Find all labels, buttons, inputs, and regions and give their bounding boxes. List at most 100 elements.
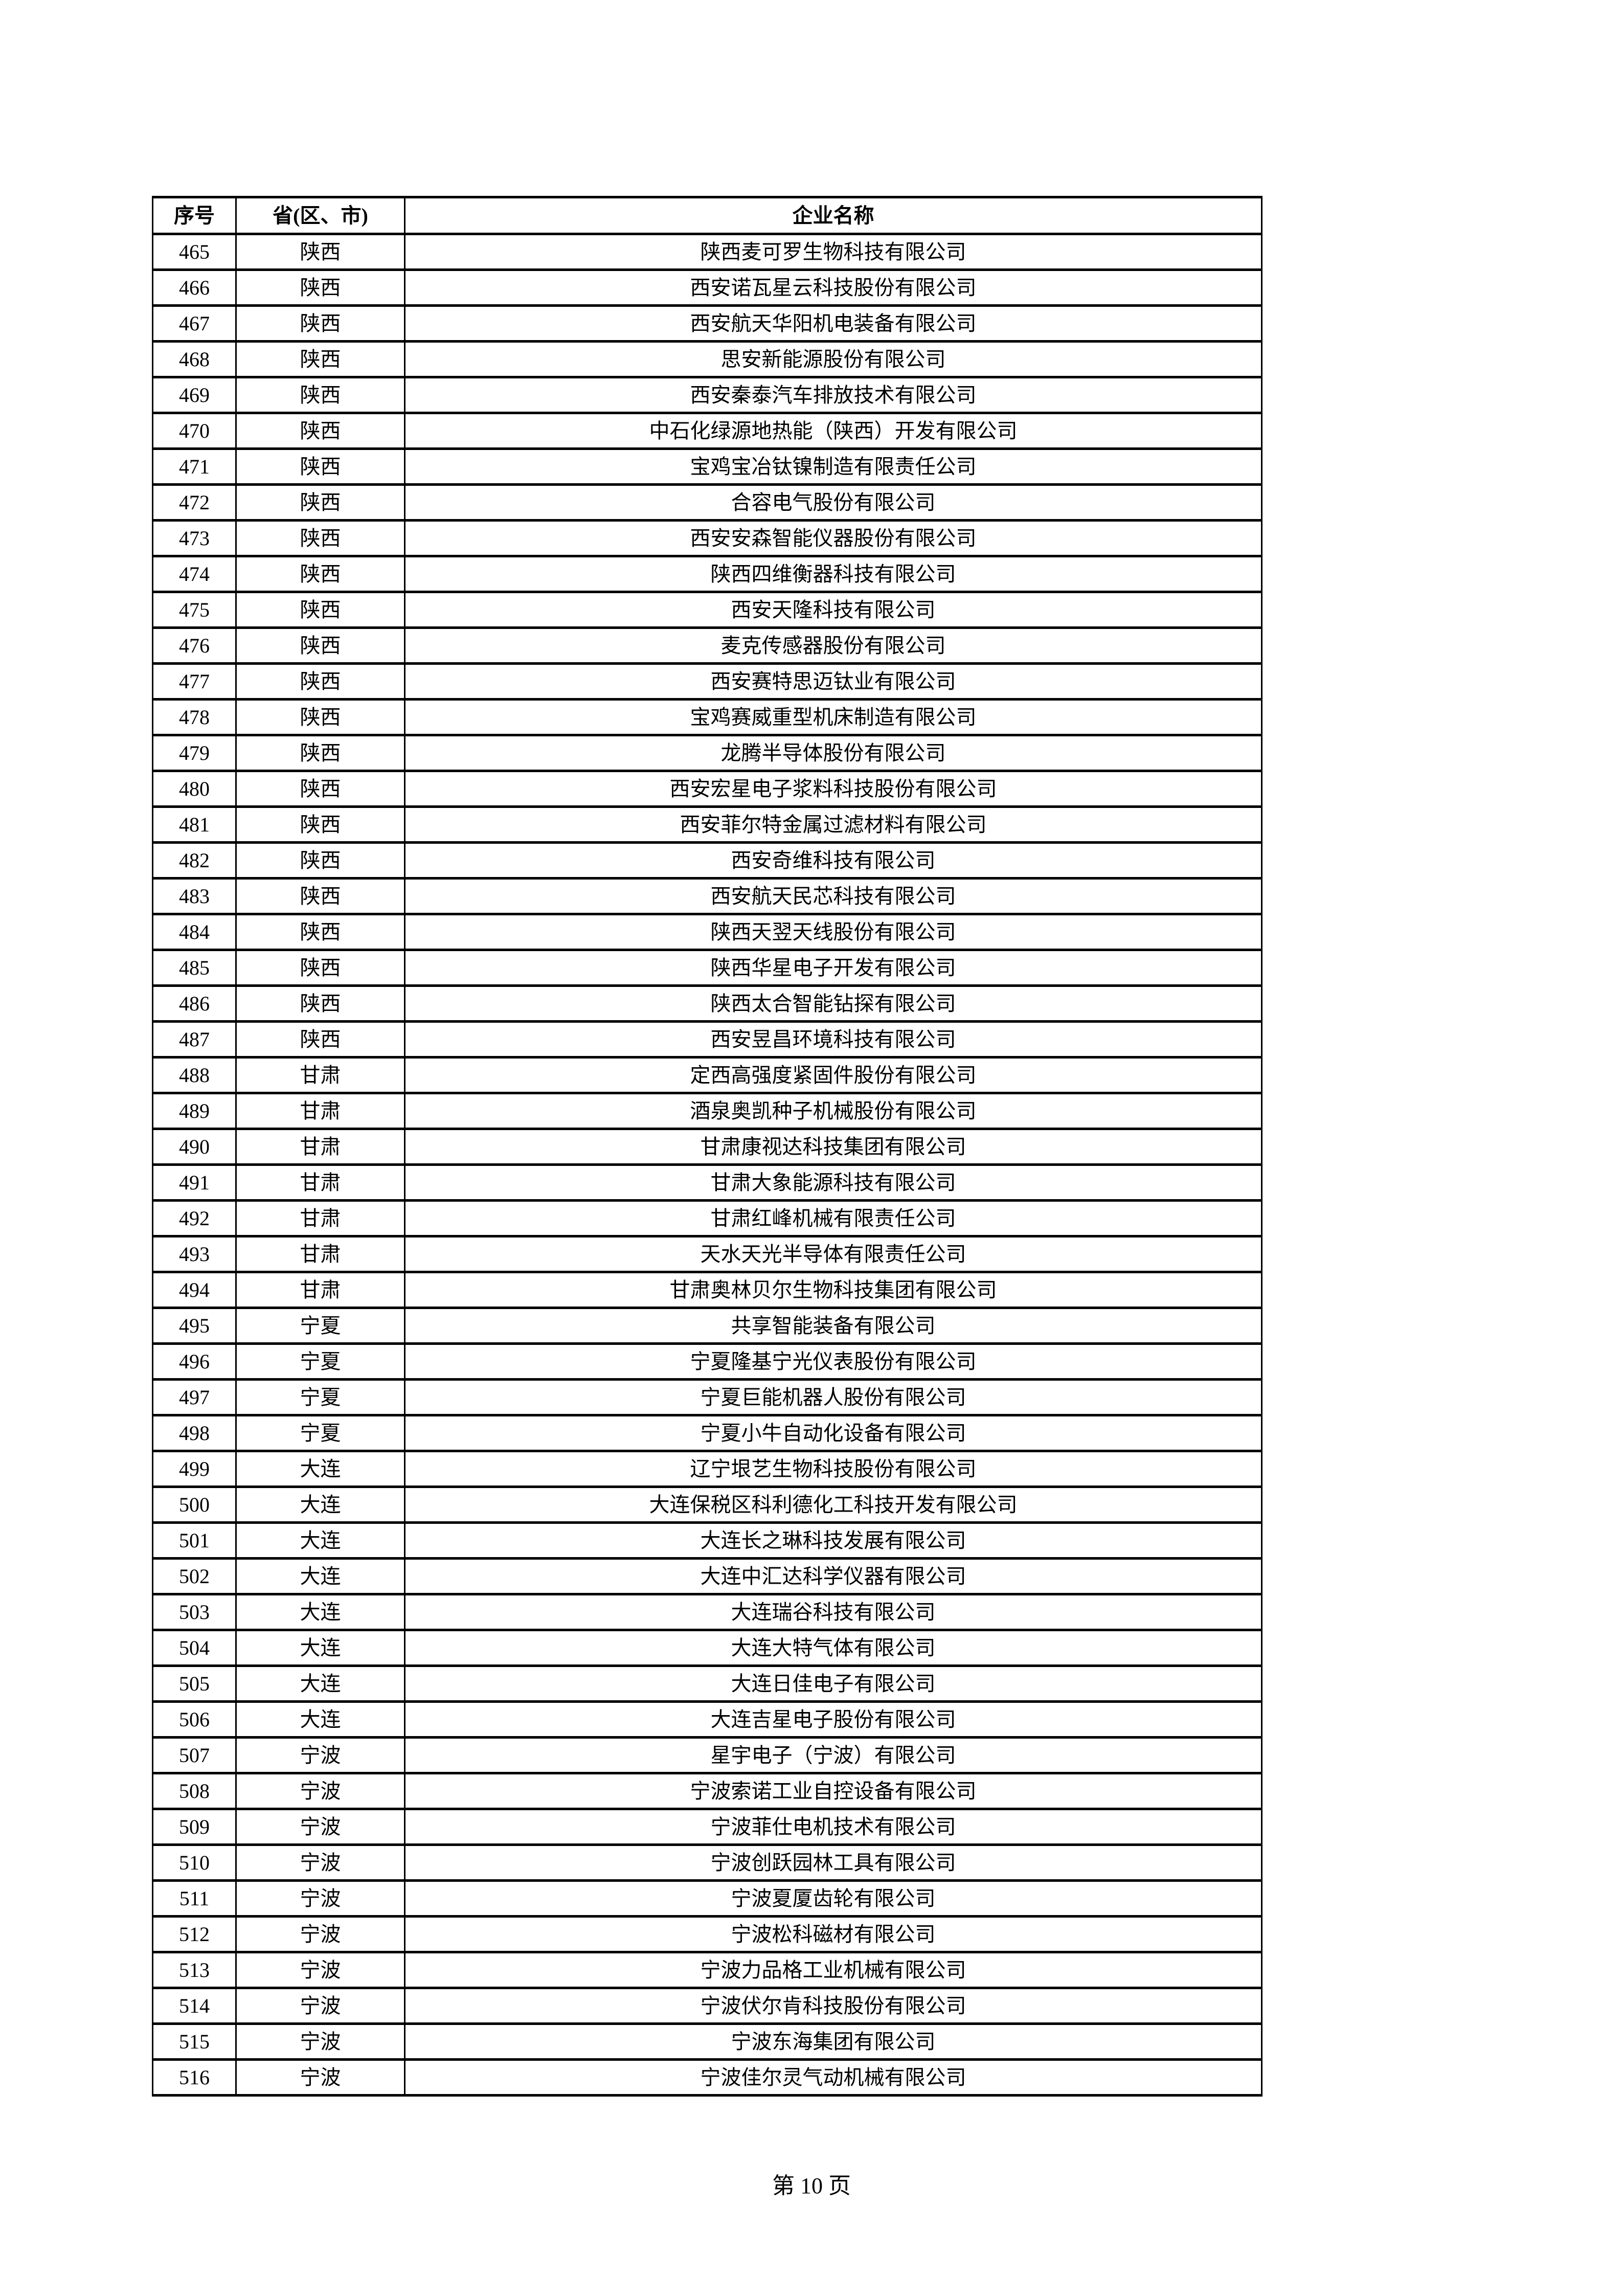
company-name-cell: 宁波索诺工业自控设备有限公司	[404, 1772, 1263, 1810]
table-row: 479 陕西 龙腾半导体股份有限公司	[152, 734, 1263, 772]
company-name-cell: 宁夏巨能机器人股份有限公司	[404, 1378, 1263, 1416]
row-index-cell: 473	[152, 519, 237, 557]
table-row: 492 甘肃 甘肃红峰机械有限责任公司	[152, 1199, 1263, 1237]
province-cell: 大连	[235, 1700, 405, 1739]
table-row: 509 宁波 宁波菲仕电机技术有限公司	[152, 1808, 1263, 1846]
province-cell: 甘肃	[235, 1056, 405, 1094]
row-index-cell: 516	[152, 2058, 237, 2097]
row-index-cell: 490	[152, 1128, 237, 1166]
company-name-cell: 合容电气股份有限公司	[404, 483, 1263, 522]
row-index-cell: 503	[152, 1593, 237, 1631]
company-name-cell: 西安诺瓦星云科技股份有限公司	[404, 268, 1263, 307]
table-row: 472 陕西 合容电气股份有限公司	[152, 483, 1263, 522]
row-index-cell: 480	[152, 770, 237, 808]
table-row: 478 陕西 宝鸡赛威重型机床制造有限公司	[152, 698, 1263, 736]
company-name-cell: 陕西华星电子开发有限公司	[404, 949, 1263, 987]
province-cell: 陕西	[235, 304, 405, 343]
row-index-cell: 484	[152, 913, 237, 951]
company-name-cell: 西安宏星电子浆料科技股份有限公司	[404, 770, 1263, 808]
company-name-cell: 甘肃红峰机械有限责任公司	[404, 1199, 1263, 1237]
province-cell: 陕西	[235, 805, 405, 844]
company-name-cell: 西安昱昌环境科技有限公司	[404, 1020, 1263, 1059]
table-row: 506 大连 大连吉星电子股份有限公司	[152, 1700, 1263, 1739]
province-cell: 宁夏	[235, 1307, 405, 1345]
table-row: 481 陕西 西安菲尔特金属过滤材料有限公司	[152, 805, 1263, 844]
province-cell: 宁波	[235, 1951, 405, 1989]
province-cell: 陕西	[235, 233, 405, 271]
province-cell: 陕西	[235, 483, 405, 522]
table-row: 493 甘肃 天水天光半导体有限责任公司	[152, 1235, 1263, 1273]
province-cell: 陕西	[235, 555, 405, 593]
table-row: 494 甘肃 甘肃奥林贝尔生物科技集团有限公司	[152, 1271, 1263, 1309]
province-cell: 宁夏	[235, 1414, 405, 1452]
company-name-cell: 定西高强度紧固件股份有限公司	[404, 1056, 1263, 1094]
province-cell: 大连	[235, 1557, 405, 1595]
province-cell: 陕西	[235, 949, 405, 987]
table-row: 514 宁波 宁波伏尔肯科技股份有限公司	[152, 1987, 1263, 2025]
row-index-cell: 485	[152, 949, 237, 987]
province-cell: 宁波	[235, 1987, 405, 2025]
province-cell: 陕西	[235, 984, 405, 1023]
company-name-cell: 宝鸡宝冶钛镍制造有限责任公司	[404, 447, 1263, 486]
row-index-cell: 466	[152, 268, 237, 307]
table-row: 475 陕西 西安天隆科技有限公司	[152, 591, 1263, 629]
province-cell: 陕西	[235, 913, 405, 951]
row-index-cell: 472	[152, 483, 237, 522]
row-index-cell: 486	[152, 984, 237, 1023]
header-row: 序号 省(区、市) 企业名称	[152, 196, 1263, 235]
company-name-cell: 西安安森智能仪器股份有限公司	[404, 519, 1263, 557]
row-index-cell: 465	[152, 233, 237, 271]
table-row: 499 大连 辽宁垠艺生物科技股份有限公司	[152, 1450, 1263, 1488]
company-name-cell: 甘肃奥林贝尔生物科技集团有限公司	[404, 1271, 1263, 1309]
row-index-cell: 487	[152, 1020, 237, 1059]
company-name-cell: 宁波东海集团有限公司	[404, 2022, 1263, 2061]
row-index-cell: 502	[152, 1557, 237, 1595]
company-name-cell: 宁波松科磁材有限公司	[404, 1915, 1263, 1953]
table-row: 476 陕西 麦克传感器股份有限公司	[152, 626, 1263, 665]
company-name-cell: 陕西天翌天线股份有限公司	[404, 913, 1263, 951]
row-index-cell: 508	[152, 1772, 237, 1810]
company-name-cell: 酒泉奥凯种子机械股份有限公司	[404, 1092, 1263, 1130]
company-name-cell: 西安航天华阳机电装备有限公司	[404, 304, 1263, 343]
province-cell: 陕西	[235, 340, 405, 378]
company-name-cell: 龙腾半导体股份有限公司	[404, 734, 1263, 772]
province-cell: 甘肃	[235, 1163, 405, 1202]
row-index-cell: 506	[152, 1700, 237, 1739]
row-index-cell: 495	[152, 1307, 237, 1345]
province-cell: 陕西	[235, 698, 405, 736]
row-index-cell: 483	[152, 877, 237, 915]
company-name-cell: 大连中汇达科学仪器有限公司	[404, 1557, 1263, 1595]
province-cell: 陕西	[235, 662, 405, 701]
table-row: 470 陕西 中石化绿源地热能（陕西）开发有限公司	[152, 412, 1263, 450]
company-name-cell: 大连长之琳科技发展有限公司	[404, 1521, 1263, 1560]
table-row: 495 宁夏 共享智能装备有限公司	[152, 1307, 1263, 1345]
row-index-cell: 467	[152, 304, 237, 343]
province-cell: 宁波	[235, 2058, 405, 2097]
province-cell: 陕西	[235, 519, 405, 557]
table-row: 505 大连 大连日佳电子有限公司	[152, 1664, 1263, 1703]
company-name-cell: 西安奇维科技有限公司	[404, 841, 1263, 880]
province-cell: 宁波	[235, 2022, 405, 2061]
table-row: 508 宁波 宁波索诺工业自控设备有限公司	[152, 1772, 1263, 1810]
table-row: 513 宁波 宁波力品格工业机械有限公司	[152, 1951, 1263, 1989]
company-name-cell: 陕西麦可罗生物科技有限公司	[404, 233, 1263, 271]
province-cell: 陕西	[235, 841, 405, 880]
company-name-cell: 辽宁垠艺生物科技股份有限公司	[404, 1450, 1263, 1488]
table-row: 490 甘肃 甘肃康视达科技集团有限公司	[152, 1128, 1263, 1166]
province-cell: 宁波	[235, 1843, 405, 1882]
company-name-cell: 大连日佳电子有限公司	[404, 1664, 1263, 1703]
row-index-cell: 501	[152, 1521, 237, 1560]
row-index-cell: 515	[152, 2022, 237, 2061]
company-name-cell: 宁波力品格工业机械有限公司	[404, 1951, 1263, 1989]
row-index-cell: 488	[152, 1056, 237, 1094]
row-index-cell: 494	[152, 1271, 237, 1309]
table-row: 473 陕西 西安安森智能仪器股份有限公司	[152, 519, 1263, 557]
table-row: 501 大连 大连长之琳科技发展有限公司	[152, 1521, 1263, 1560]
row-index-cell: 509	[152, 1808, 237, 1846]
row-index-cell: 507	[152, 1736, 237, 1774]
company-name-cell: 麦克传感器股份有限公司	[404, 626, 1263, 665]
row-index-cell: 513	[152, 1951, 237, 1989]
company-name-cell: 陕西太合智能钻探有限公司	[404, 984, 1263, 1023]
table-row: 500 大连 大连保税区科利德化工科技开发有限公司	[152, 1485, 1263, 1524]
